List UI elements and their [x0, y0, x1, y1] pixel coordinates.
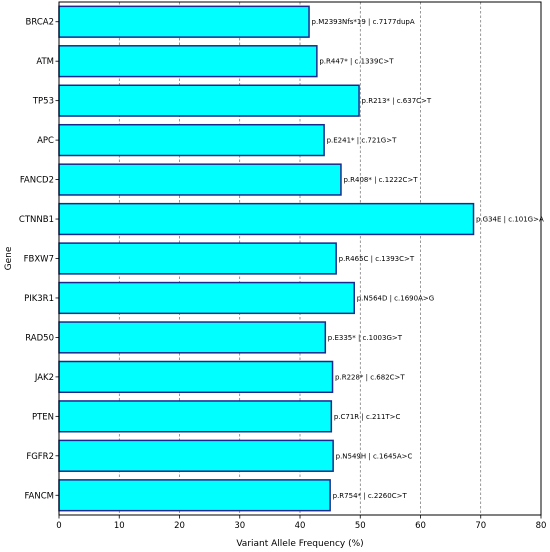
bar-fancm: [58, 479, 331, 512]
y-tick-label-pik3r1: PIK3R1: [24, 294, 54, 304]
y-tick-label-fancd2: FANCD2: [20, 176, 54, 186]
bar-fgfr2: [58, 439, 334, 472]
data-label-atm: p.R447* | c.1339C>T: [319, 58, 394, 66]
bar-atm: [58, 45, 318, 78]
bar-fancd2: [58, 163, 342, 196]
x-tick-label: 40: [295, 521, 306, 531]
bar-apc: [58, 123, 325, 157]
bar-tp53: [58, 84, 360, 117]
bar-rad50: [58, 321, 327, 354]
x-tick-label: 20: [174, 521, 185, 531]
bar-brca2: [58, 5, 310, 38]
data-label-apc: p.E241* | c.721G>T: [327, 137, 397, 145]
x-tick-label: 80: [536, 521, 547, 531]
data-label-fgfr2: p.N549H | c.1645A>C: [336, 452, 413, 460]
y-axis-title: Gene: [4, 246, 14, 270]
y-tick-label-fbxw7: FBXW7: [24, 255, 54, 265]
x-axis-title: Variant Allele Frequency (%): [236, 539, 363, 549]
data-label-brca2: p.M2393Nfs*19 | c.7177dupA: [312, 18, 415, 26]
y-tick-label-apc: APC: [37, 136, 54, 146]
y-axis-ticks: BRCA2 ATM TP53 APC FANCD2 CTNNB1 FBXW7 PIK3R1 RA…: [19, 18, 59, 501]
plot-frame: [58, 1, 542, 516]
x-axis-ticks: 0 10 20 30 40 50 60 70 80: [56, 515, 546, 531]
x-tick-label: 30: [234, 521, 245, 531]
data-label-fancd2: p.R408* | c.1222C>T: [343, 176, 418, 184]
y-tick-label-atm: ATM: [36, 57, 54, 67]
bar-jak2: [58, 360, 334, 394]
x-tick-label: 0: [56, 521, 61, 531]
data-labels: p.M2393Nfs*19 | c.7177dupA p.R447* | c.13…: [312, 18, 544, 500]
y-tick-label-pten: PTEN: [32, 412, 54, 422]
y-tick-label-jak2: JAK2: [34, 373, 54, 383]
bar-fbxw7: [58, 242, 337, 275]
bar-pten: [58, 400, 333, 433]
bars: [58, 5, 475, 512]
x-tick-label: 60: [415, 521, 426, 531]
data-label-ctnnb1: p.G34E | c.101G>A: [476, 216, 544, 224]
data-label-rad50: p.E335* | c.1003G>T: [328, 334, 403, 342]
data-label-fancm: p.R754* | c.2260C>T: [333, 492, 408, 500]
bar-ctnnb1: [58, 202, 475, 236]
y-tick-label-fancm: FANCM: [24, 491, 54, 501]
data-label-tp53: p.R213* | c.637C>T: [362, 97, 432, 105]
y-tick-label-fgfr2: FGFR2: [26, 452, 54, 462]
data-label-jak2: p.R228* | c.682C>T: [335, 373, 405, 381]
data-label-pten: p.C71R | c.211T>C: [334, 413, 401, 421]
y-tick-label-brca2: BRCA2: [26, 18, 54, 28]
x-tick-label: 70: [475, 521, 486, 531]
y-tick-label-rad50: RAD50: [25, 333, 54, 343]
data-label-pik3r1: p.N564D | c.1690A>G: [357, 294, 434, 302]
bar-pik3r1: [58, 281, 355, 315]
x-tick-label: 10: [114, 521, 125, 531]
y-tick-label-ctnnb1: CTNNB1: [19, 215, 54, 225]
y-tick-label-tp53: TP53: [32, 97, 54, 107]
x-tick-label: 50: [355, 521, 366, 531]
data-label-fbxw7: p.R465C | c.1393C>T: [339, 255, 415, 263]
